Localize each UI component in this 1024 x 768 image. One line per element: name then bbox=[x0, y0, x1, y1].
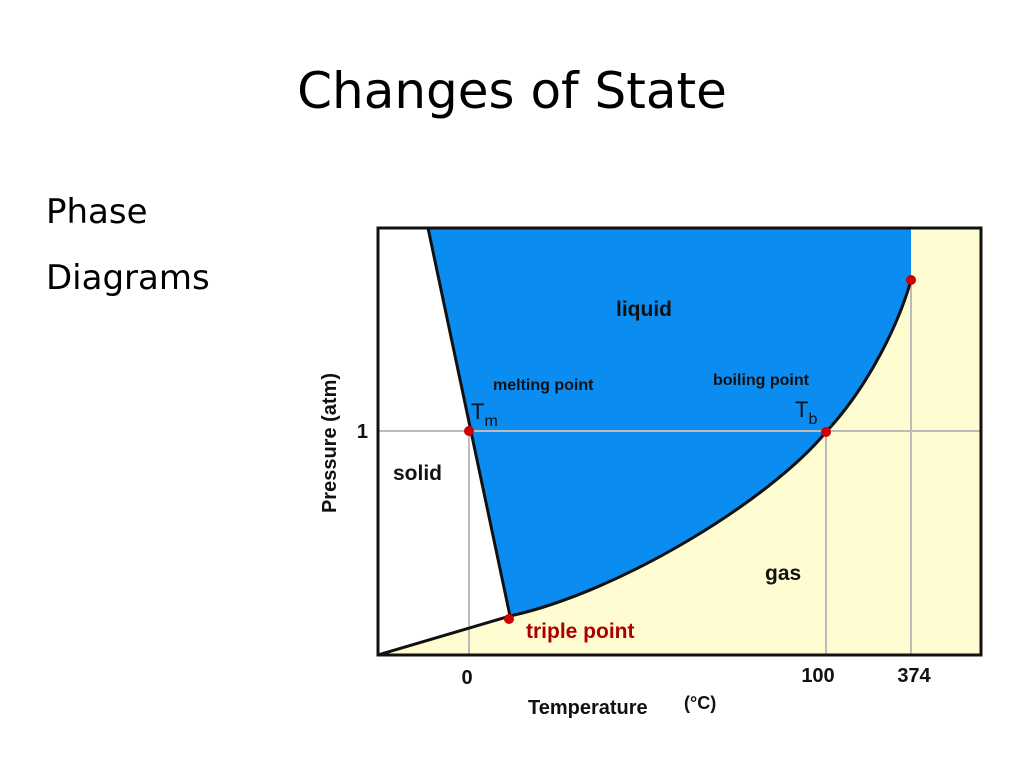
tm-label: Tm bbox=[471, 399, 498, 430]
body-text-phase: Phase bbox=[46, 192, 148, 232]
melting-curve bbox=[426, 227, 512, 617]
melting-point-label: melting point bbox=[493, 377, 594, 394]
liquid-region bbox=[428, 228, 911, 616]
boiling-point-marker bbox=[821, 427, 831, 437]
liquid-label: liquid bbox=[616, 298, 672, 321]
y-axis-label: Pressure (atm) bbox=[319, 373, 341, 513]
x-axis-unit: (°C) bbox=[684, 693, 716, 713]
tb-label: Tb bbox=[795, 397, 817, 428]
boiling-point-label: boiling point bbox=[713, 372, 810, 389]
tm-main: T bbox=[471, 399, 484, 424]
melting-point-marker bbox=[464, 426, 474, 436]
solid-label: solid bbox=[393, 462, 442, 485]
tm-sub: m bbox=[484, 413, 497, 430]
x-axis-label: Temperature bbox=[528, 697, 648, 719]
plot-frame bbox=[376, 226, 983, 657]
vaporization-curve bbox=[509, 279, 913, 618]
gas-label: gas bbox=[765, 562, 801, 585]
tb-main: T bbox=[795, 397, 808, 422]
sublimation-curve bbox=[377, 614, 511, 657]
x-tick-100: 100 bbox=[801, 665, 834, 687]
triple-point-label: triple point bbox=[526, 620, 635, 643]
critical-point-marker bbox=[906, 275, 916, 285]
gas-region bbox=[378, 228, 981, 655]
tb-sub: b bbox=[808, 411, 817, 428]
triple-point-marker bbox=[504, 614, 514, 624]
x-tick-0: 0 bbox=[461, 667, 472, 689]
x-tick-374: 374 bbox=[897, 665, 931, 687]
slide-title: Changes of State bbox=[297, 62, 727, 120]
body-text-diagrams: Diagrams bbox=[46, 258, 210, 298]
y-tick-1: 1 bbox=[357, 421, 368, 443]
